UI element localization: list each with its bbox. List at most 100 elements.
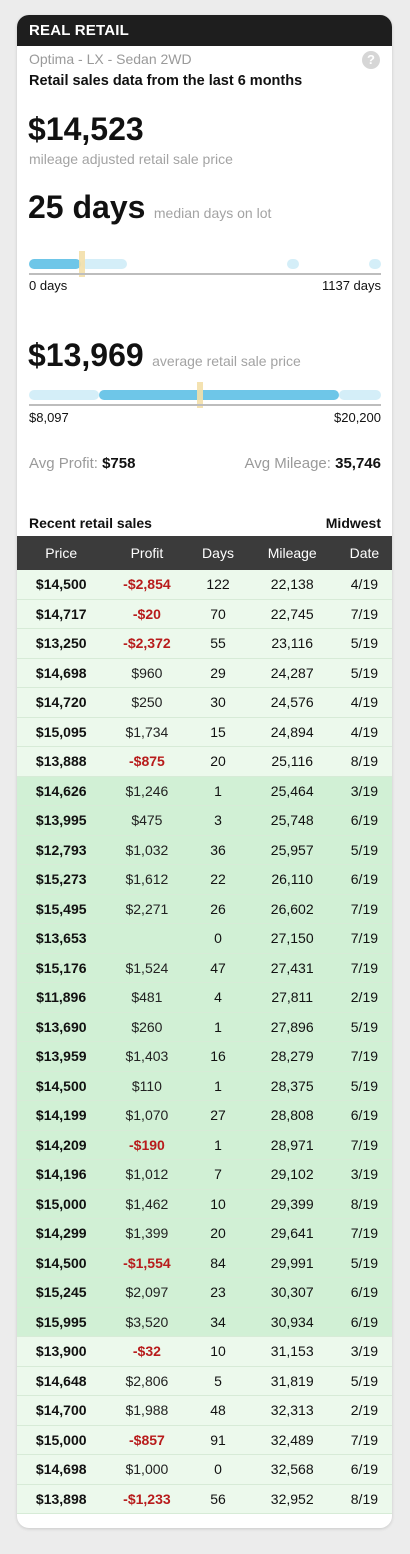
table-row[interactable]: $15,176 $1,524 47 27,431 7/19	[17, 953, 392, 983]
days-cluster-main	[29, 259, 81, 269]
cell-date: 6/19	[336, 805, 392, 836]
table-row[interactable]: $12,793 $1,032 36 25,957 5/19	[17, 835, 392, 865]
cell-profit: $260	[105, 1012, 189, 1042]
cell-mileage: 29,641	[247, 1218, 337, 1249]
column-header-mileage[interactable]: Mileage	[247, 536, 337, 570]
cell-date: 6/19	[336, 1100, 392, 1131]
column-header-date[interactable]: Date	[336, 536, 392, 570]
cell-mileage: 29,399	[247, 1189, 337, 1219]
cell-mileage: 27,896	[247, 1012, 337, 1042]
cell-date: 5/19	[336, 658, 392, 688]
table-row[interactable]: $15,273 $1,612 22 26,110 6/19	[17, 864, 392, 895]
table-row[interactable]: $13,898 -$1,233 56 32,952 8/19	[17, 1484, 392, 1514]
cell-profit: $1,399	[105, 1218, 189, 1249]
table-row[interactable]: $13,250 -$2,372 55 23,116 5/19	[17, 628, 392, 659]
price-min-label: $8,097	[29, 410, 69, 425]
table-row[interactable]: $14,500 -$2,854 122 22,138 4/19	[17, 570, 392, 600]
column-header-price[interactable]: Price	[17, 536, 106, 570]
cell-date: 6/19	[336, 1307, 392, 1337]
cell-date: 7/19	[336, 1425, 392, 1455]
table-row[interactable]: $14,209 -$190 1 28,971 7/19	[17, 1130, 392, 1160]
table-row[interactable]: $15,000 $1,462 10 29,399 8/19	[17, 1189, 392, 1219]
table-row[interactable]: $14,299 $1,399 20 29,641 7/19	[17, 1218, 392, 1249]
column-header-profit[interactable]: Profit	[105, 536, 189, 570]
cell-days: 47	[188, 953, 248, 983]
table-row[interactable]: $11,896 $481 4 27,811 2/19	[17, 982, 392, 1013]
cell-mileage: 30,934	[247, 1307, 337, 1337]
cell-profit: $110	[105, 1071, 189, 1101]
cell-price: $14,500	[17, 1248, 106, 1278]
cell-days: 70	[188, 599, 248, 629]
cell-date: 6/19	[336, 1277, 392, 1308]
table-row[interactable]: $15,995 $3,520 34 30,934 6/19	[17, 1307, 392, 1337]
table-row[interactable]: $13,888 -$875 20 25,116 8/19	[17, 746, 392, 777]
table-row[interactable]: $15,245 $2,097 23 30,307 6/19	[17, 1277, 392, 1308]
table-row[interactable]: $14,196 $1,012 7 29,102 3/19	[17, 1159, 392, 1190]
cell-date: 8/19	[336, 1189, 392, 1219]
cell-profit: -$875	[105, 746, 189, 777]
price-average-marker	[197, 382, 203, 408]
cell-date: 2/19	[336, 1395, 392, 1426]
cell-profit: $960	[105, 658, 189, 688]
table-row[interactable]: $15,495 $2,271 26 26,602 7/19	[17, 894, 392, 924]
table-row[interactable]: $15,095 $1,734 15 24,894 4/19	[17, 717, 392, 747]
cell-mileage: 24,894	[247, 717, 337, 747]
price-range: $8,097 $20,200	[29, 410, 381, 425]
cell-date: 5/19	[336, 1012, 392, 1042]
column-header-days[interactable]: Days	[188, 536, 248, 570]
cell-mileage: 28,971	[247, 1130, 337, 1160]
table-row[interactable]: $14,698 $1,000 0 32,568 6/19	[17, 1454, 392, 1485]
avg-mileage: Avg Mileage: 35,746	[244, 455, 381, 472]
table-row[interactable]: $13,653 0 27,150 7/19	[17, 923, 392, 954]
cell-days: 4	[188, 982, 248, 1013]
price-axis-line	[29, 404, 381, 406]
cell-mileage: 28,375	[247, 1071, 337, 1101]
cell-days: 1	[188, 1071, 248, 1101]
table-row[interactable]: $14,199 $1,070 27 28,808 6/19	[17, 1100, 392, 1131]
table-row[interactable]: $14,648 $2,806 5 31,819 5/19	[17, 1366, 392, 1396]
cell-price: $14,199	[17, 1100, 106, 1131]
table-row[interactable]: $14,500 $110 1 28,375 5/19	[17, 1071, 392, 1101]
table-row[interactable]: $14,626 $1,246 1 25,464 3/19	[17, 776, 392, 806]
cell-profit: $2,806	[105, 1366, 189, 1396]
table-row[interactable]: $14,500 -$1,554 84 29,991 5/19	[17, 1248, 392, 1278]
cell-price: $15,095	[17, 717, 106, 747]
table-row[interactable]: $13,900 -$32 10 31,153 3/19	[17, 1336, 392, 1367]
cell-date: 5/19	[336, 1248, 392, 1278]
cell-profit: $1,070	[105, 1100, 189, 1131]
table-row[interactable]: $14,698 $960 29 24,287 5/19	[17, 658, 392, 688]
table-row[interactable]: $13,690 $260 1 27,896 5/19	[17, 1012, 392, 1042]
cell-price: $13,250	[17, 628, 106, 659]
cell-profit: -$2,372	[105, 628, 189, 659]
cell-date: 5/19	[336, 1071, 392, 1101]
table-row[interactable]: $14,717 -$20 70 22,745 7/19	[17, 599, 392, 629]
cell-price: $14,698	[17, 1454, 106, 1485]
cell-days: 48	[188, 1395, 248, 1426]
cell-profit: $1,988	[105, 1395, 189, 1426]
cell-days: 22	[188, 864, 248, 895]
table-row[interactable]: $14,700 $1,988 48 32,313 2/19	[17, 1395, 392, 1426]
cell-date: 3/19	[336, 1336, 392, 1367]
cell-profit: $475	[105, 805, 189, 836]
cell-mileage: 25,116	[247, 746, 337, 777]
cell-days: 23	[188, 1277, 248, 1308]
cell-mileage: 26,602	[247, 894, 337, 924]
cell-days: 91	[188, 1425, 248, 1455]
table-row[interactable]: $13,959 $1,403 16 28,279 7/19	[17, 1041, 392, 1072]
cell-date: 7/19	[336, 599, 392, 629]
cell-date: 5/19	[336, 628, 392, 659]
cell-profit: $1,524	[105, 953, 189, 983]
table-row[interactable]: $14,720 $250 30 24,576 4/19	[17, 687, 392, 718]
cell-price: $13,959	[17, 1041, 106, 1072]
cell-days: 27	[188, 1100, 248, 1131]
cell-price: $14,299	[17, 1218, 106, 1249]
cell-price: $14,648	[17, 1366, 106, 1396]
table-row[interactable]: $15,000 -$857 91 32,489 7/19	[17, 1425, 392, 1455]
cell-price: $14,698	[17, 658, 106, 688]
cell-profit: $1,246	[105, 776, 189, 806]
cell-days: 10	[188, 1189, 248, 1219]
help-icon[interactable]: ?	[362, 51, 380, 69]
price-max-label: $20,200	[334, 410, 381, 425]
cell-mileage: 22,745	[247, 599, 337, 629]
table-row[interactable]: $13,995 $475 3 25,748 6/19	[17, 805, 392, 836]
